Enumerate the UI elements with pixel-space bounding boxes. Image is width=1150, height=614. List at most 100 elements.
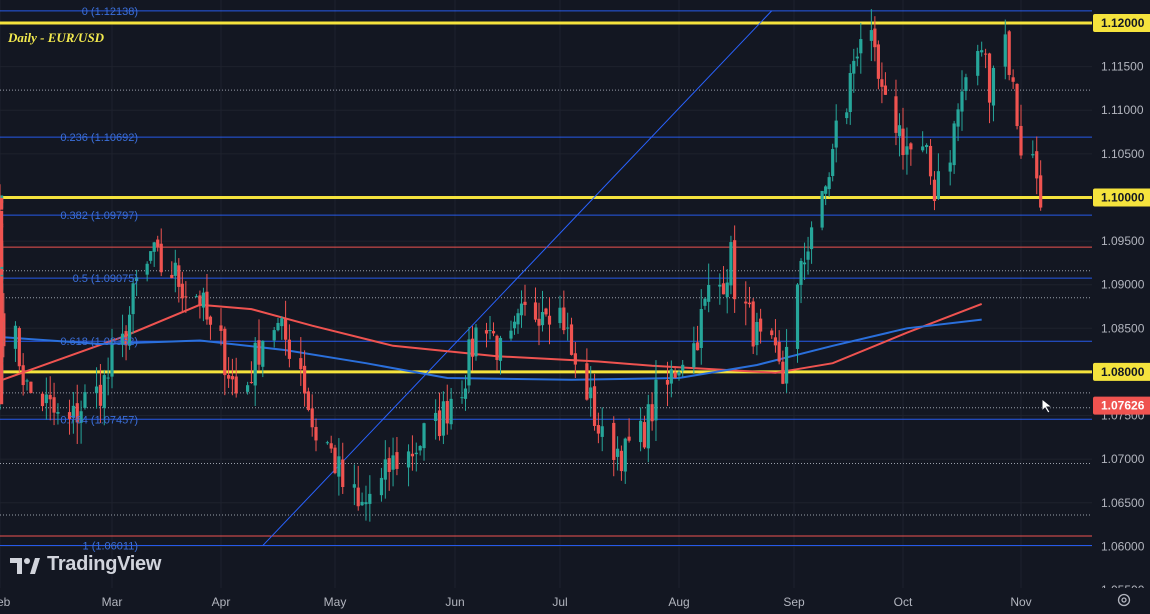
candle-body <box>873 28 877 48</box>
candle-body <box>170 274 174 279</box>
candle-body <box>391 455 395 470</box>
candle-body <box>0 210 4 226</box>
candle-body <box>127 314 132 346</box>
price-axis[interactable]: 1.12000 1.11500 1.11000 1.10500 1.10000 1.095… <box>1092 0 1150 614</box>
candle-body <box>253 342 257 386</box>
candle-body <box>306 391 310 410</box>
candle-body <box>474 327 478 357</box>
candle-body <box>13 325 18 349</box>
candle-body <box>665 379 670 385</box>
candle-body <box>198 295 202 306</box>
price-tick-highlight <box>1093 13 1150 32</box>
logo-text: TradingView <box>47 553 162 575</box>
candle-body <box>901 128 905 156</box>
candle-body <box>876 44 880 79</box>
candle-body <box>230 376 234 380</box>
candle-body <box>159 243 163 273</box>
month-label: Oct <box>894 595 913 609</box>
candle-body <box>751 301 755 347</box>
candle-body <box>523 301 527 305</box>
candle-body <box>383 459 387 480</box>
candle-body <box>434 412 438 422</box>
candle-body <box>325 442 329 444</box>
price-axis-background <box>1092 0 1150 614</box>
candle-body <box>859 39 863 54</box>
candle-body <box>0 200 4 210</box>
price-tick-highlight <box>1093 188 1150 207</box>
candle-body <box>795 284 800 349</box>
fib-labels-layer: 0 (1.12138) 0.236 (1.10692) 0.382 (1.09797… <box>60 6 138 553</box>
candle-body <box>25 380 29 382</box>
candle-body <box>894 96 898 133</box>
candle-body <box>516 313 520 325</box>
candle-body <box>991 67 996 106</box>
candle-body <box>509 330 513 339</box>
tradingview-logo[interactable]: TradingView <box>10 553 161 576</box>
candle-body <box>562 307 566 331</box>
candle-body <box>67 412 72 419</box>
candle-body <box>29 381 33 394</box>
candle-body <box>725 282 729 297</box>
candle-body <box>208 316 213 325</box>
candle-body <box>596 425 600 434</box>
candle-body <box>869 30 873 41</box>
candle-body <box>102 375 106 408</box>
candle-body <box>201 292 206 308</box>
price-tick-label: 1.06000 <box>1101 539 1145 553</box>
price-tick-label: 1.06500 <box>1101 496 1145 510</box>
tradingview-logo-icon <box>10 557 40 574</box>
candle-body <box>615 448 620 457</box>
candle-body <box>0 197 4 201</box>
candle-body <box>673 372 677 378</box>
candle-body <box>21 365 25 386</box>
candle-body <box>0 268 4 275</box>
candle-body <box>834 120 838 148</box>
candle-body <box>585 363 589 400</box>
candle-body <box>156 239 160 247</box>
candle-body <box>987 53 992 103</box>
candle-body <box>71 405 75 418</box>
month-label: Sep <box>783 595 805 609</box>
candle-body <box>806 251 810 260</box>
price-tick-label: 1.10000 <box>1101 190 1145 204</box>
candle-body <box>928 145 933 177</box>
candle-body <box>83 392 87 408</box>
candle-body <box>654 379 658 421</box>
candle-body <box>257 340 261 365</box>
mouse-pointer-icon <box>1041 398 1054 414</box>
candle-body <box>488 329 492 331</box>
candle-body <box>681 364 685 371</box>
fib-label: 0 (1.12138) <box>82 6 138 18</box>
candle-body <box>1007 31 1011 75</box>
current-price-tag[interactable] <box>1093 396 1150 415</box>
candle-body <box>94 386 99 394</box>
candle-body <box>48 394 52 400</box>
month-label: Feb <box>0 595 11 609</box>
candle-body <box>337 456 341 477</box>
candle-body <box>106 377 110 379</box>
candle-body <box>110 344 114 377</box>
candle-body <box>932 179 937 202</box>
candle-body <box>152 242 156 252</box>
candle-body <box>952 123 956 166</box>
candle-body <box>733 240 737 300</box>
fib-label: 0.618 (1.08352) <box>60 336 138 348</box>
time-axis[interactable]: Feb Mar Apr May Jun Jul Aug Sep Oct Nov <box>0 588 1150 614</box>
candle-body <box>0 223 4 228</box>
candle-body <box>261 340 265 367</box>
candle-body <box>287 339 291 359</box>
candle-body <box>692 343 696 368</box>
candle-body <box>437 410 442 437</box>
current-price-label: 1.07626 <box>1101 399 1145 413</box>
candle-body <box>234 376 238 394</box>
candle-body <box>422 423 426 449</box>
candle-body <box>379 477 384 496</box>
candle-body <box>356 487 360 507</box>
candle-body <box>845 112 849 119</box>
fib-label: 1 (1.06011) <box>83 540 138 552</box>
candle-body <box>1019 125 1023 156</box>
gear-icon[interactable] <box>1116 592 1132 608</box>
price-tick-label: 1.08000 <box>1101 365 1145 379</box>
